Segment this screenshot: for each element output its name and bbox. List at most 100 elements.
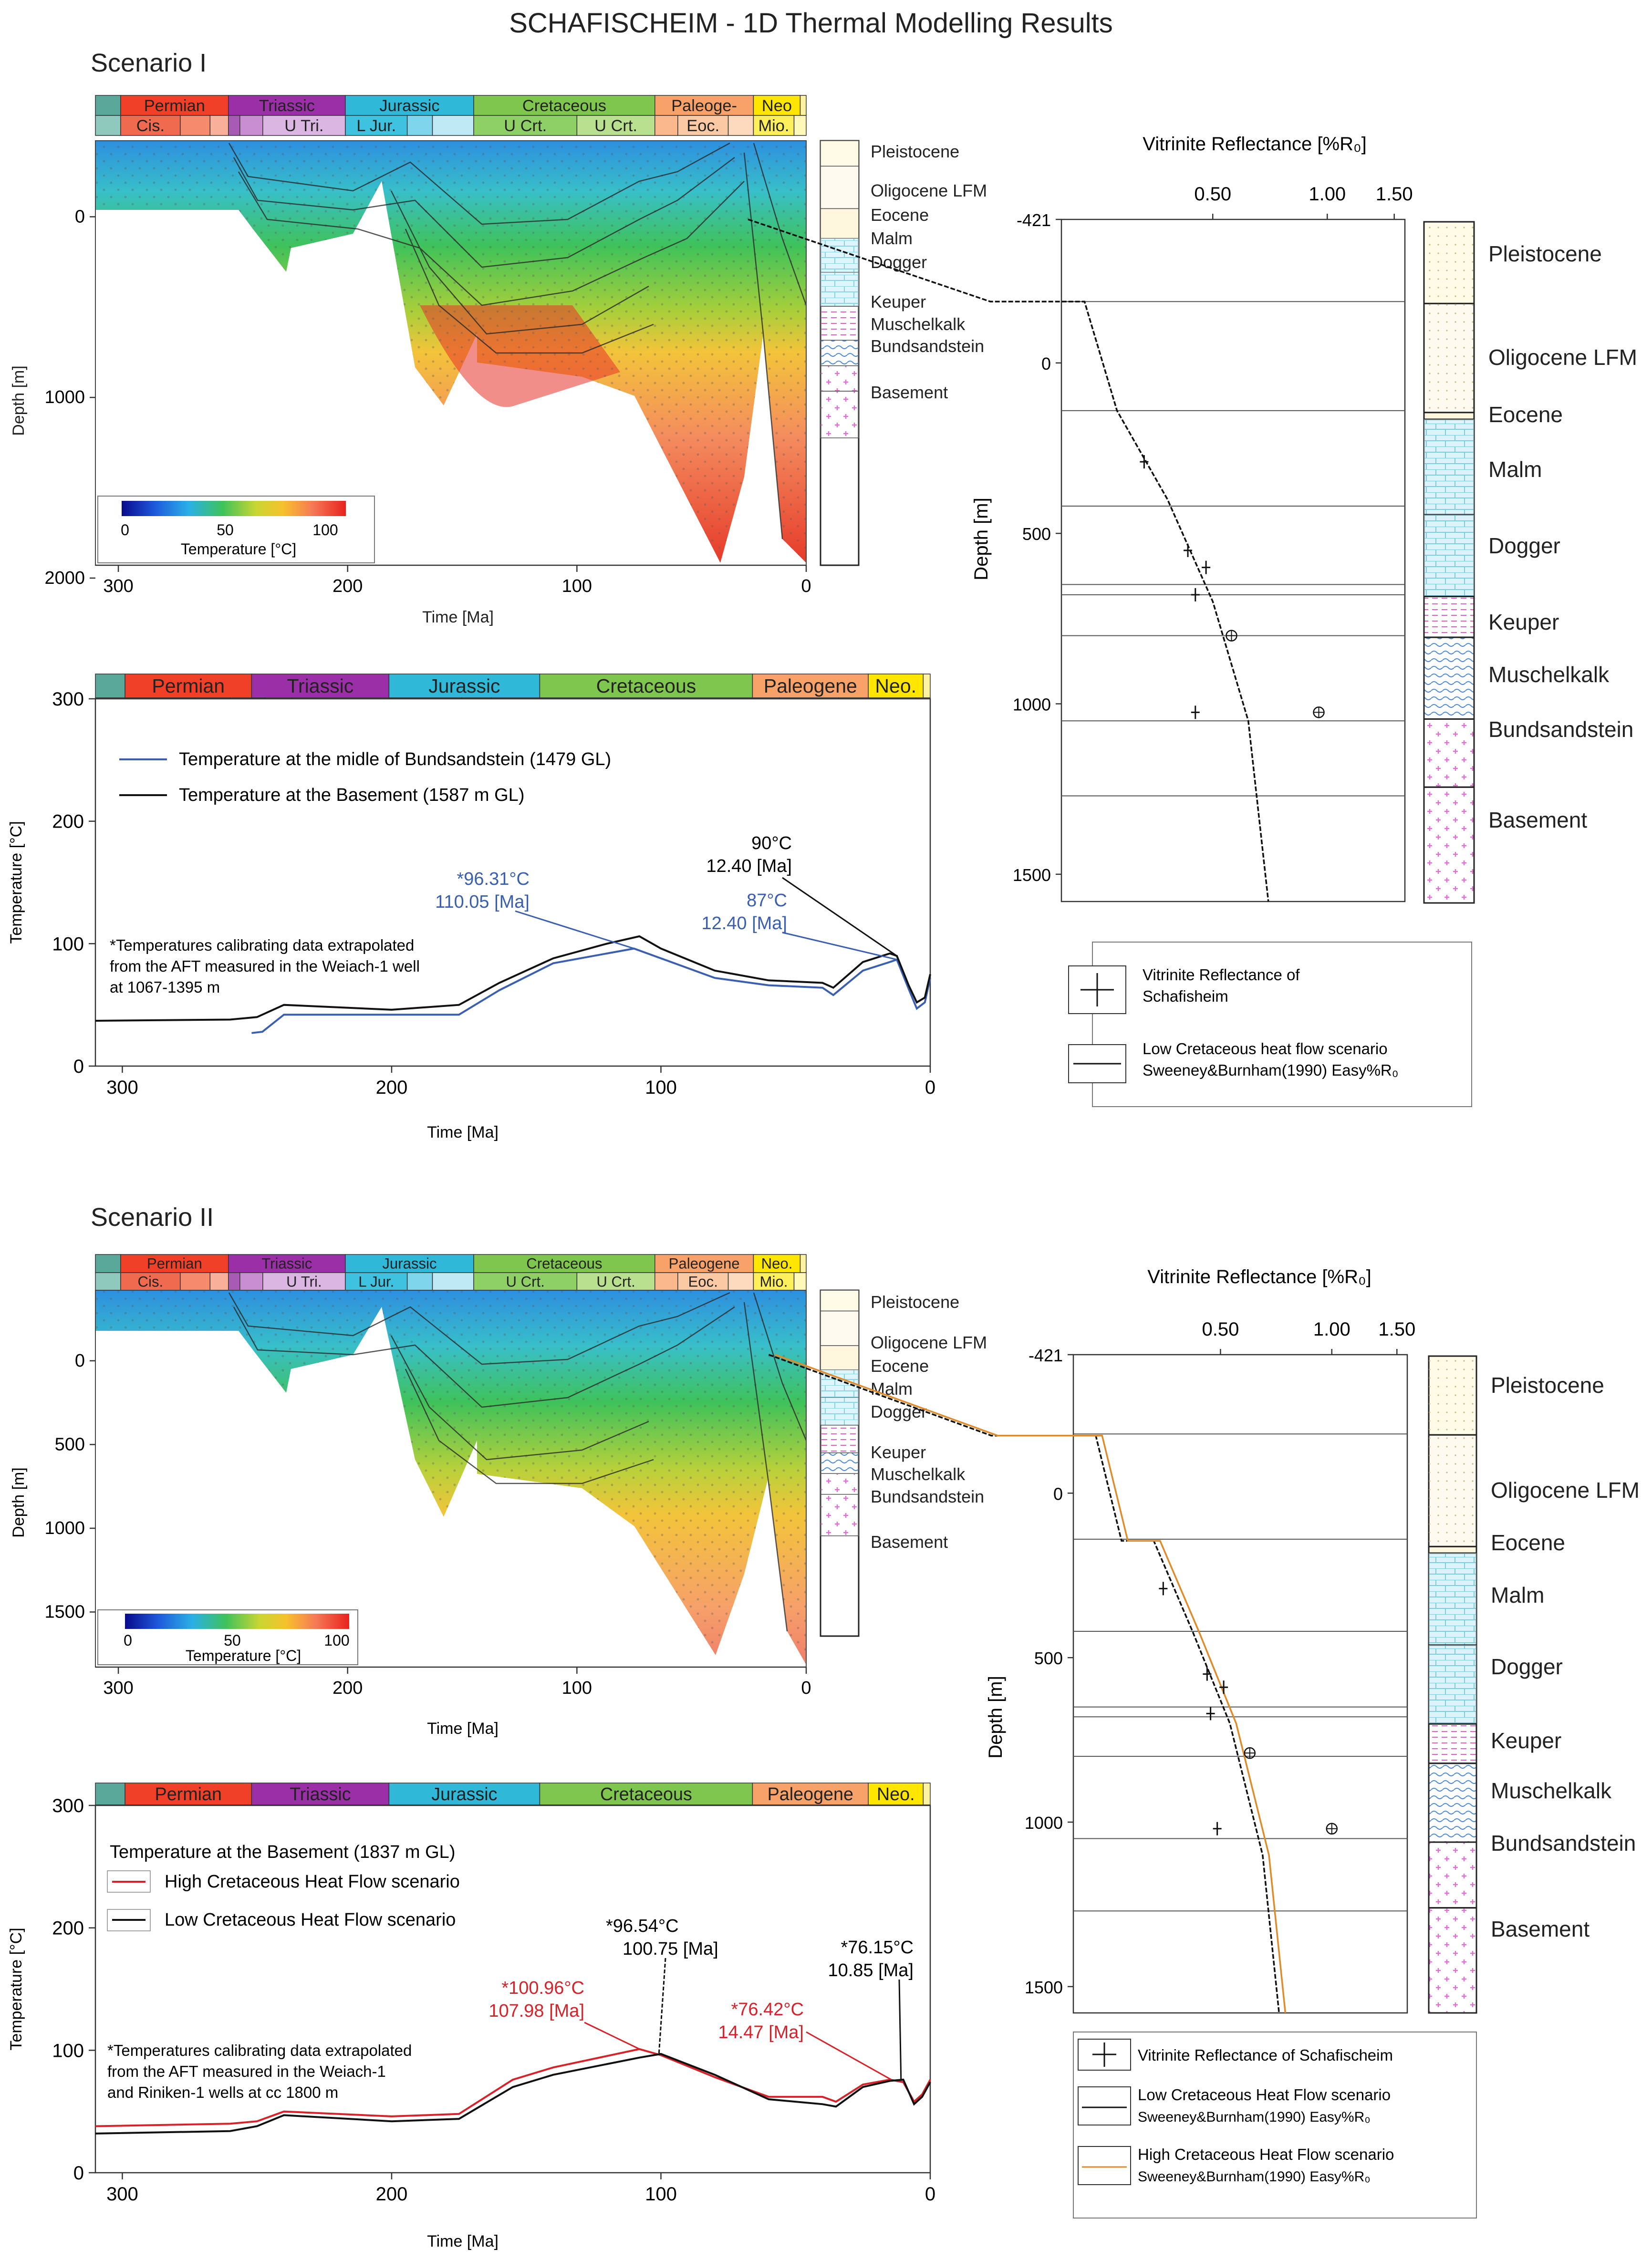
vr-s1-legend-2: Low Cretaceous heat flow scenario: [1143, 1040, 1388, 1057]
strat-seg-bot-2: [180, 115, 211, 136]
strat-seg-bot-7: [345, 115, 408, 136]
colorbar-s1-tick-100: 100: [312, 521, 338, 539]
temp-s1-ylabel: Temperature [°C]: [7, 821, 25, 943]
strat-label-top-5: Paleogene: [669, 1255, 740, 1272]
vr-meas-2: [1219, 1680, 1228, 1694]
vr-meas-3: [1206, 1707, 1215, 1721]
vr-s1-legend: Vitrinite Reflectance of Schafisheim Low…: [1068, 942, 1472, 1107]
vr-xtick-label-1: 1.00: [1309, 184, 1346, 205]
strat-seg-top-4: [539, 674, 753, 698]
xtick-label-2: 100: [562, 576, 592, 596]
strat-seg-bot-3: [209, 115, 229, 136]
strat-seg-bot-15: [753, 115, 795, 136]
temp-s2-note-2: and Riniken-1 wells at cc 1800 m: [107, 2084, 338, 2101]
vr-ytick-label-1: 0: [1041, 354, 1051, 373]
temp-s1-ann-black-1: 12.40 [Ma]: [706, 856, 792, 876]
lith-s2b-7: [820, 1473, 859, 1495]
vr-ytick-label-3: 1000: [1025, 1813, 1063, 1833]
strat-seg-bot-9: [432, 1272, 474, 1291]
strat-seg-top-5: [655, 1254, 754, 1273]
strat-seg-bot-12: [655, 1272, 678, 1291]
lith-s2b-label-2: Eocene: [871, 1356, 929, 1376]
strat-seg-top-1: [120, 1254, 229, 1273]
strat-seg-top-3: [388, 1783, 540, 1805]
temp-s2-axes: 300 200 100 0 0 100 200 300: [52, 1795, 935, 2205]
burial-s2-yaxis: 0 500 1000 1500: [44, 1351, 95, 1622]
vr-plot-s1: Vitrinite Reflectance [%R₀] 0.50 1.00 1.50…: [748, 134, 1413, 902]
vr-meas-5: [1191, 705, 1200, 719]
strat-seg-top-0: [95, 1783, 125, 1805]
vr-xtick-label-2: 1.50: [1376, 184, 1413, 205]
strat-seg-top-4: [473, 1254, 655, 1273]
strat-label-top-1: Permian: [155, 1784, 222, 1804]
temp-s1-note-0: *Temperatures calibrating data extrapola…: [110, 936, 414, 954]
vr-column-s2: Pleistocene Oligocene LFM Eocene Malm Dogger…: [1428, 1355, 1640, 2014]
temp-s1-ann-blue1-0: *96.31°C: [457, 869, 530, 889]
vrcol-label-1: Oligocene LFM: [1491, 1478, 1640, 1503]
lith-s2b-label-0: Pleistocene: [871, 1292, 959, 1312]
strat-label-top-6: Neo.: [875, 675, 916, 697]
strat-label-top-4: Cretaceous: [526, 1255, 602, 1272]
lith-s2b-label-5: Keuper: [871, 1442, 926, 1462]
ytick-label-0: 0: [75, 207, 85, 227]
xtick-label-1: 200: [332, 1678, 363, 1698]
strat-seg-bot-0: [95, 1272, 121, 1291]
lith-s1b-label-6: Muschelkalk: [871, 314, 966, 334]
temp-xtick-label-2: 100: [645, 2184, 677, 2205]
strat-seg-bot-6: [262, 115, 346, 136]
colorbar-s1: 0 50 100 Temperature [°C]: [97, 496, 375, 563]
vr-s2-legend-3: High Cretaceous Heat Flow scenario: [1138, 2146, 1394, 2163]
strat-label-bot-11: U Crt.: [596, 1274, 635, 1290]
temp-s1-ann-black-0: 90°C: [751, 833, 792, 853]
vrcol-8: [1423, 786, 1475, 904]
vr-s2-legend-4: Sweeney&Burnham(1990) Easy%R₀: [1138, 2169, 1371, 2185]
lith-s2b-1: [820, 1310, 859, 1346]
strat-seg-bot-9: [432, 115, 474, 136]
vr-ytick-label-1: 0: [1053, 1484, 1063, 1503]
temp-s2-ann-black2-1: 10.85 [Ma]: [828, 1960, 914, 1980]
vr-meas-cross-4: [1226, 630, 1237, 641]
strat-seg-bot-13: [677, 1272, 729, 1291]
temp-s1-ann-blue2-0: 87°C: [747, 891, 787, 911]
vr-xtick-label-1: 1.00: [1313, 1319, 1351, 1340]
temp-s1-legend-bund: Temperature at the midle of Bundsandstei…: [179, 749, 611, 769]
lith-s2b-label-1: Oligocene LFM: [871, 1333, 987, 1352]
lith-s1b-label-4: Dogger: [871, 252, 927, 272]
temp-ytick-label-3: 300: [52, 1795, 84, 1816]
temp-s1-leader-blue2: [782, 932, 897, 961]
vr-ytick-label-0: -421: [1017, 210, 1051, 230]
ytick-label-2: 1000: [44, 1518, 85, 1538]
temp-s2-legend-high: High Cretaceous Heat Flow scenario: [165, 1872, 460, 1892]
temp-xtick-label-3: 0: [925, 2184, 935, 2205]
strat-seg-bot-12: [655, 115, 678, 136]
strat-label-top-1: Permian: [144, 97, 205, 115]
strat-seg-bot-15: [753, 1272, 795, 1291]
temp-s2-xlabel: Time [Ma]: [427, 2232, 499, 2250]
temp-plot-s2: 300 200 100 0 0 100 200 300 Time [Ma] Temperatu…: [7, 1795, 935, 2250]
vrcol-2: [1423, 412, 1475, 420]
vr-meas-3: [1191, 588, 1200, 601]
burial-s1-xlabel: Time [Ma]: [422, 608, 494, 626]
vr-ytick-label-3: 1000: [1013, 695, 1051, 715]
strat-label-bot-1: Cis.: [138, 1274, 164, 1290]
temp-s2-ann-black1-1: 100.75 [Ma]: [623, 1939, 718, 1959]
vr-s2-marks: [768, 1354, 1407, 2013]
strat-seg-top-4: [539, 1783, 753, 1805]
lith-s1b-label-7: Bundsandstein: [871, 336, 984, 356]
vrcol-label-0: Pleistocene: [1491, 1373, 1604, 1398]
vr-s1-title: Vitrinite Reflectance [%R₀]: [1143, 134, 1366, 155]
strat-seg-bot-4: [228, 1272, 240, 1291]
colorbar-s2: 0 50 100 Temperature [°C]: [97, 1609, 358, 1665]
strat-seg-top-1: [125, 1783, 252, 1805]
vr-s1-axes: 0.50 1.00 1.50 -421 0 500 1000 1500: [1013, 184, 1413, 885]
vr-ytick-label-4: 1500: [1013, 865, 1051, 885]
vrcol-label-5: Keuper: [1491, 1728, 1561, 1753]
strat-label-bot-6: U Tri.: [286, 1274, 322, 1290]
lith-s1b-8: [820, 391, 859, 438]
strat-seg-bot-14: [727, 115, 754, 136]
vr-ytick-label-4: 1500: [1025, 1978, 1063, 1997]
vr-s2-legend-2: Sweeney&Burnham(1990) Easy%R₀: [1138, 2109, 1371, 2125]
figure-title: SCHAFISCHEIM - 1D Thermal Modelling Resu…: [509, 8, 1113, 39]
